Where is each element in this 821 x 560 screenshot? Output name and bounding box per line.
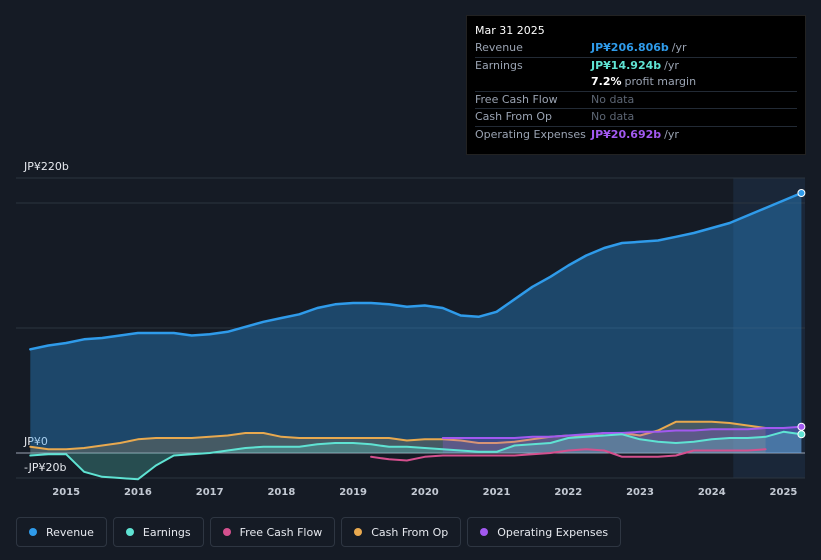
tooltip-row-cfo: Cash From Op No data <box>475 108 797 126</box>
tooltip-label: Revenue <box>475 41 523 54</box>
tooltip-value: No data <box>591 92 635 106</box>
legend-revenue[interactable]: Revenue <box>16 517 107 547</box>
tooltip-label: Free Cash Flow <box>475 92 558 106</box>
x-tick-label: 2016 <box>124 487 152 498</box>
tooltip-value: JP¥14.924b <box>591 58 662 72</box>
legend-label: Revenue <box>46 525 94 539</box>
tooltip-row-margin: 7.2% profit margin <box>475 74 797 91</box>
earnings-area <box>30 431 802 480</box>
earnings-end-point <box>797 430 806 439</box>
tooltip-label <box>475 74 591 91</box>
earnings-line <box>29 430 803 481</box>
revenue-line <box>29 191 803 351</box>
x-tick-label: 2024 <box>698 487 726 498</box>
dot-icon <box>480 528 489 536</box>
legend-earnings[interactable]: Earnings <box>112 517 204 547</box>
tooltip-value: JP¥206.806b <box>591 41 669 54</box>
x-tick-label: 2022 <box>554 487 582 498</box>
legend-operating-expenses[interactable]: Operating Expenses <box>467 517 622 547</box>
x-tick-label: 2020 <box>411 487 439 498</box>
tooltip-unit: profit margin <box>624 75 697 88</box>
tooltip-unit: /yr <box>664 127 679 141</box>
legend: Revenue Earnings Free Cash Flow Cash Fro… <box>16 517 622 547</box>
legend-label: Cash From Op <box>371 525 449 539</box>
tooltip-row-fcf: Free Cash Flow No data <box>475 90 797 109</box>
operating-expenses-line <box>441 425 803 439</box>
dot-icon <box>125 528 134 536</box>
operating-expenses-end-point <box>797 422 806 431</box>
x-tick-label: 2017 <box>196 487 224 498</box>
dot-icon <box>354 528 363 536</box>
operating-expenses-area <box>442 426 802 453</box>
x-tick-label: 2019 <box>339 487 367 498</box>
legend-free-cash-flow[interactable]: Free Cash Flow <box>209 517 336 547</box>
free-cash-flow-line <box>370 448 767 462</box>
tooltip-row-earnings: Earnings JP¥14.924b /yr <box>475 56 797 75</box>
legend-cash-from-op[interactable]: Cash From Op <box>341 517 462 547</box>
y-tick-label: JP¥0 <box>23 435 48 448</box>
dot-icon <box>222 528 231 536</box>
dot-icon <box>29 528 37 536</box>
tooltip-value: JP¥20.692b <box>591 127 662 141</box>
tooltip-row-opex: Operating Expenses JP¥20.692b /yr <box>475 125 797 144</box>
legend-label: Free Cash Flow <box>239 525 323 539</box>
tooltip-label: Operating Expenses <box>475 127 586 141</box>
y-tick-label: JP¥220b <box>23 160 69 173</box>
revenue-area <box>30 193 802 453</box>
tooltip-label: Earnings <box>475 58 523 72</box>
x-tick-label: 2025 <box>770 487 798 498</box>
cash-from-op-line <box>29 420 767 451</box>
tooltip-label: Cash From Op <box>475 110 553 123</box>
x-tick-label: 2021 <box>483 487 511 498</box>
x-tick-label: 2015 <box>52 487 80 498</box>
x-tick-label: 2018 <box>267 487 295 498</box>
legend-label: Earnings <box>142 525 191 539</box>
tooltip-value: No data <box>591 110 635 123</box>
revenue-end-point <box>797 189 806 197</box>
cash-from-op-area <box>30 421 766 453</box>
tooltip-row-revenue: Revenue JP¥206.806b /yr <box>475 40 797 57</box>
tooltip-unit: /yr <box>671 41 687 54</box>
tooltip: Mar 31 2025 Revenue JP¥206.806b /yr Earn… <box>466 15 806 155</box>
tooltip-unit: /yr <box>664 58 679 72</box>
tooltip-date: Mar 31 2025 <box>475 24 545 37</box>
tooltip-value: 7.2% <box>591 75 622 88</box>
legend-label: Operating Expenses <box>497 525 609 539</box>
y-tick-label: -JP¥20b <box>24 461 66 474</box>
x-tick-label: 2023 <box>626 487 654 498</box>
